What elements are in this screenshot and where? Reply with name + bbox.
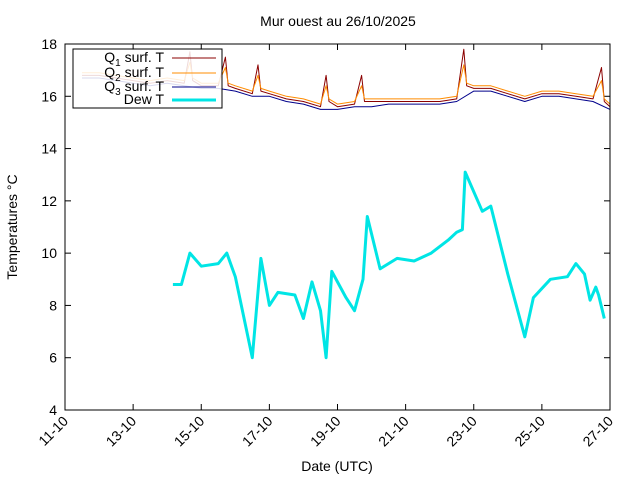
y-tick-label: 12	[41, 193, 57, 209]
y-axis-label: Temperatures °C	[4, 174, 20, 279]
x-tick-label: 13-10	[103, 413, 140, 450]
x-axis-label: Date (UTC)	[301, 458, 373, 474]
legend-entry-q1: Q1 surf. T	[104, 49, 164, 69]
legend-entry-q2: Q2 surf. T	[104, 64, 164, 84]
legend-entry-dew: Dew T	[124, 91, 165, 107]
y-tick-label: 8	[49, 297, 57, 313]
y-tick-label: 16	[41, 88, 57, 104]
x-tick-label: 19-10	[307, 413, 344, 450]
x-tick-label: 11-10	[35, 413, 71, 449]
chart-title: Mur ouest au 26/10/2025	[260, 13, 416, 29]
y-tick-label: 14	[41, 141, 57, 157]
x-tick-label: 21-10	[375, 413, 412, 450]
y-tick-label: 10	[41, 245, 57, 261]
legend: Q1 surf. T Q2 surf. T Q3 surf. T Dew T	[72, 48, 223, 109]
legend-box	[72, 48, 223, 109]
y-tick-label: 4	[49, 402, 57, 418]
x-tick-label: 23-10	[443, 413, 480, 450]
plot-frame	[64, 43, 611, 411]
dew-t-line	[172, 170, 606, 360]
y-tick-label: 18	[41, 36, 57, 52]
x-tick-label: 15-10	[171, 413, 208, 450]
legend-entry-q3: Q3 surf. T	[104, 78, 164, 98]
x-tick-label: 25-10	[511, 413, 548, 450]
x-tick-label: 17-10	[239, 413, 276, 450]
x-tick-label: 27-10	[579, 413, 616, 450]
y-tick-label: 6	[49, 350, 57, 366]
